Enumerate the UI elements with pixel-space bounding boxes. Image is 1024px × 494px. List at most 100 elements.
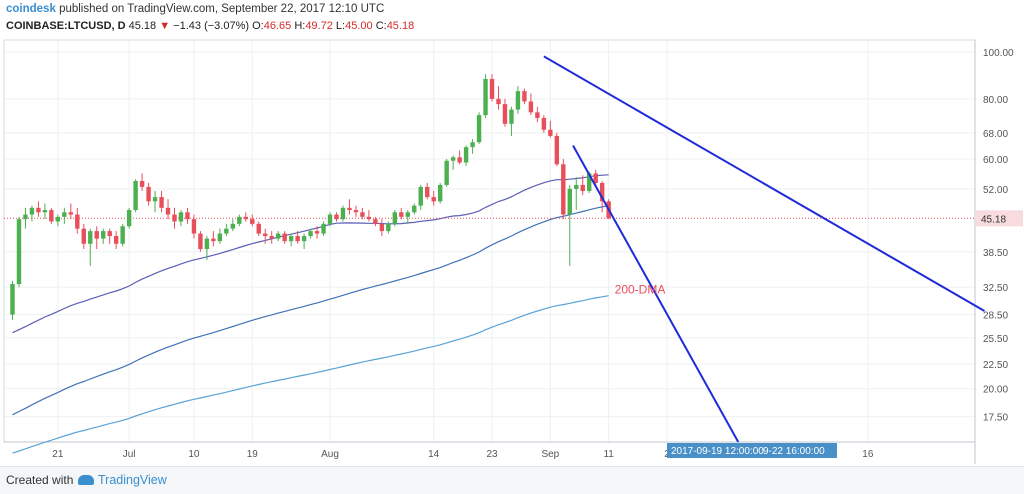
chart-header: coindesk published on TradingView.com, S… [6, 3, 384, 15]
candle-body [502, 104, 508, 124]
candle-body [250, 219, 255, 224]
candle-body [295, 236, 300, 242]
candle-body [101, 231, 106, 239]
candle-body [133, 181, 138, 211]
close-label: C: [375, 20, 387, 32]
candle-body [587, 173, 592, 191]
candle-body [191, 219, 197, 234]
candle-body [535, 112, 540, 118]
x-tick-label: Jul [123, 449, 136, 460]
candle-body [165, 207, 171, 215]
candle-body [515, 91, 521, 110]
candle-body [541, 117, 547, 130]
x-tick-label: Sep [541, 449, 559, 460]
candle-body [392, 212, 398, 224]
x-tick-label: 14 [428, 449, 440, 460]
candle-body [431, 197, 436, 202]
candle-body [476, 115, 482, 143]
candle-body [152, 197, 158, 202]
tradingview-cloud-icon [78, 475, 94, 485]
candle-body [554, 135, 560, 165]
candle-body [10, 283, 15, 315]
candle-body [42, 210, 48, 213]
candle-body [126, 210, 132, 227]
y-tick-label: 28.50 [983, 311, 1008, 322]
x-tick-label: 11 [603, 449, 614, 460]
candle-body [463, 147, 469, 163]
price-change: −1.43 (−3.07%) [173, 20, 250, 32]
candle-body [62, 212, 67, 217]
candle-body [94, 231, 99, 239]
candle-body [360, 212, 365, 217]
candle-body [373, 219, 378, 224]
candle-body [23, 214, 28, 220]
down-arrow-icon: ▼ [159, 20, 171, 32]
candle-body [198, 233, 203, 250]
candle-body [55, 216, 61, 222]
x-tick-label: 23 [486, 449, 498, 460]
current-price-tag [976, 210, 1023, 227]
y-tick-label: 60.00 [983, 155, 1008, 166]
candle-body [509, 109, 514, 124]
last-price: 45.18 [128, 20, 157, 32]
tradingview-logo-text: TradingView [98, 473, 167, 487]
candle-body [146, 186, 151, 202]
candle-body [139, 181, 145, 187]
y-tick-label: 68.00 [983, 129, 1008, 140]
candle-body [548, 129, 553, 136]
candle-body [263, 233, 268, 237]
candle-body [211, 238, 216, 242]
candle-body [275, 233, 281, 239]
candle-body [386, 223, 391, 232]
candle-body [224, 228, 229, 234]
crosshair-date-tag [666, 443, 837, 458]
resistance-trendline [543, 55, 986, 312]
candle-body [528, 101, 534, 113]
candle-body [334, 214, 339, 220]
candle-body [301, 236, 307, 242]
candle-body [256, 223, 261, 234]
price-chart[interactable]: 100.00 80.00 68.00 60.00 52.00 38.50 32.50 28.5… [0, 38, 1024, 466]
crosshair-date-label-secondary: 9-22 16:00:00 [763, 446, 825, 457]
ma-200-line [12, 295, 609, 454]
candle-body [412, 205, 417, 213]
candle-body [107, 231, 112, 237]
open-label: O: [252, 20, 264, 32]
candle-body [16, 219, 22, 284]
candle-body [405, 212, 410, 217]
candle-body [282, 233, 287, 242]
candle-body [366, 216, 372, 220]
candle-body [68, 212, 74, 215]
candle-body [567, 188, 572, 215]
candle-body [425, 186, 430, 198]
candle-body [88, 231, 93, 244]
candle-body [243, 216, 248, 220]
candle-body [450, 157, 456, 161]
candle-body [489, 78, 495, 99]
y-tick-label: 32.50 [983, 283, 1008, 294]
ma-100-line [12, 205, 609, 416]
close-value: 45.18 [386, 20, 415, 32]
candle-body [457, 157, 462, 163]
candle-body [593, 173, 598, 183]
candle-body [470, 142, 475, 148]
x-tick-label: 16 [862, 449, 874, 460]
candle-body [120, 226, 125, 244]
low-value: 45.00 [345, 20, 373, 32]
candle-body [178, 212, 184, 222]
y-tick-label: 20.00 [983, 385, 1008, 396]
candle-body [340, 207, 346, 220]
crosshair-date-label: 2017-09-19 12:00:00 [671, 446, 764, 457]
candle-body [321, 223, 326, 234]
tradingview-logo[interactable]: TradingView [78, 473, 167, 487]
y-tick-label: 52.00 [983, 185, 1008, 196]
candle-body [399, 212, 404, 217]
candle-body [353, 210, 359, 213]
symbol-info-line: COINBASE:LTCUSD, D 45.18 ▼ −1.43 (−3.07%… [6, 20, 414, 32]
low-label: L: [335, 20, 346, 32]
high-label: H: [294, 20, 306, 32]
candle-body [574, 184, 579, 189]
candle-body [379, 223, 385, 232]
candle-body [81, 228, 86, 244]
candle-body [75, 214, 80, 229]
